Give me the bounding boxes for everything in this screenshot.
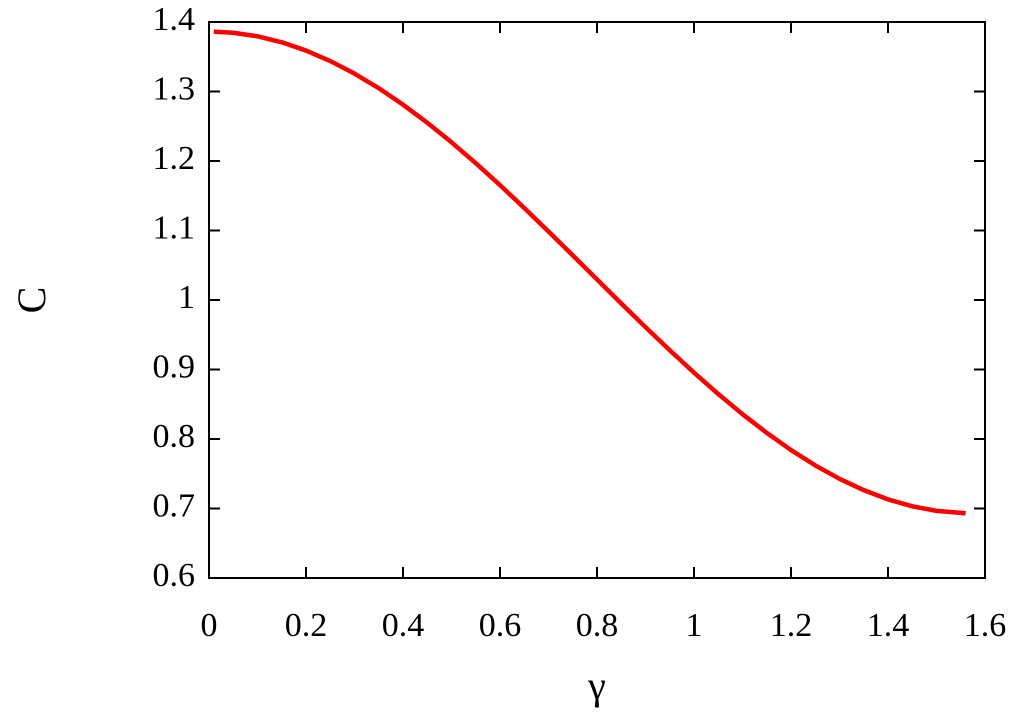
plot-frame — [208, 21, 986, 579]
x-tick-label: 1.4 — [867, 607, 910, 644]
y-tick-label: 1.4 — [153, 1, 196, 38]
x-tick-label: 0.4 — [382, 607, 425, 644]
y-tick-label: 0.7 — [153, 487, 196, 524]
y-tick-label: 1.3 — [153, 70, 196, 107]
y-tick-label: 1.2 — [153, 140, 196, 177]
x-tick-label: 1 — [686, 607, 703, 644]
x-tick-label: 0.8 — [576, 607, 619, 644]
y-axis-label: C — [9, 287, 54, 314]
y-tick-label: 0.8 — [153, 418, 196, 455]
x-tick-label: 0 — [201, 607, 218, 644]
x-tick-label: 0.2 — [285, 607, 328, 644]
x-axis-label: γ — [587, 663, 606, 708]
y-tick-label: 0.6 — [153, 557, 196, 594]
y-tick-label: 1.1 — [153, 209, 196, 246]
x-tick-label: 1.6 — [964, 607, 1007, 644]
y-tick-label: 1 — [178, 279, 195, 316]
x-tick-label: 0.6 — [479, 607, 522, 644]
x-tick-label: 1.2 — [770, 607, 813, 644]
y-tick-label: 0.9 — [153, 348, 196, 385]
line-series — [213, 29, 966, 516]
